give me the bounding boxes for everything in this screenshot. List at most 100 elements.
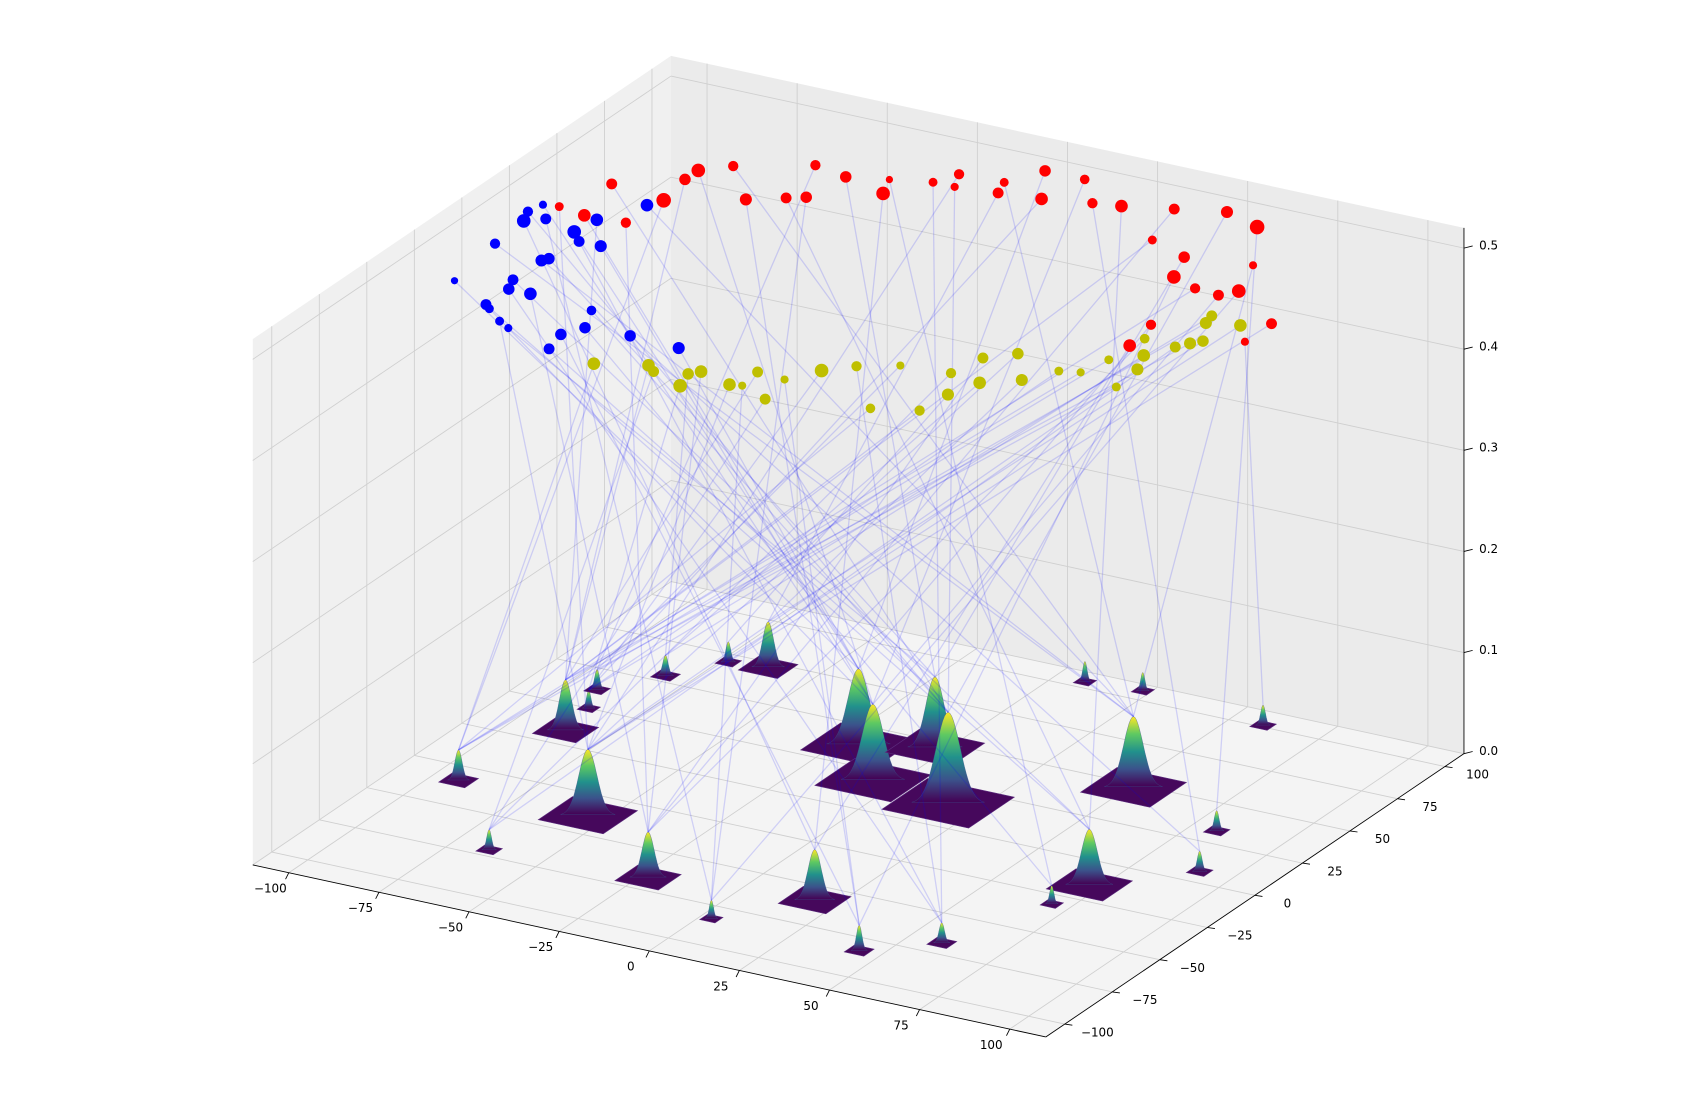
x-tick-label: −100 [254,882,287,896]
peak-surface [629,831,667,878]
z-grid-line [670,277,1465,451]
link-line [588,198,1043,691]
scatter-point [620,217,632,228]
link-line [947,186,956,713]
scatter-point [780,192,792,204]
link-line [664,373,689,656]
link-line [508,288,943,924]
peak-base [1130,686,1156,696]
link-line [710,290,1240,901]
scatter-point [554,202,564,211]
z-tick-label: 0.0 [1479,744,1498,758]
scatter-point [999,177,1009,187]
peak-surface [447,749,470,781]
z-grid-line [670,581,1465,755]
scatter-point [1087,198,1098,209]
scatter-point [691,163,706,178]
peaks [437,621,1278,957]
link-line [541,259,1134,718]
link-line [785,197,1090,830]
scatter-point [977,352,989,364]
link-line [494,243,1134,718]
z-tick [1463,245,1473,249]
z-grid-line [670,480,1465,653]
x-tick-label: −75 [348,901,373,915]
scatter-point [606,178,618,190]
peak-surface [481,829,497,850]
peak-surface [560,749,616,815]
link-line [647,208,1175,833]
peak-surface [751,621,785,667]
peak-surface [841,704,905,780]
link-line [678,347,860,670]
x-tick [645,950,650,958]
x-tick-label: −50 [438,921,463,935]
z-tick [1463,649,1473,653]
link-line [498,320,589,750]
peak-base [614,864,682,891]
scatter-point [814,363,829,378]
scatter-point [573,235,585,247]
peak-surface [589,669,605,690]
peak-base [537,796,639,835]
z-tick-label: 0.3 [1479,441,1498,455]
peak-base [1079,767,1188,808]
scatter-point [656,192,671,208]
scatter-point [914,405,925,416]
link-line [584,327,1053,887]
peak-surface [720,641,736,663]
link-line [548,258,936,678]
link-line [596,164,817,670]
link-line [587,173,960,750]
peak-base [1072,676,1098,687]
z-grid-line [670,75,1465,249]
link-line [1003,182,1135,717]
scatter-point [679,173,691,186]
peak-base [583,684,612,696]
scatter-point [865,403,876,414]
scatter-point [489,238,501,249]
y-tick [1254,894,1263,897]
peak-surface [547,679,584,731]
scatter-point [672,342,685,355]
link-line [814,193,884,850]
link-line [564,365,650,681]
link-line [583,215,860,670]
link-line [560,334,860,926]
link-line [587,368,1138,751]
link-line [872,294,1219,705]
y-grid-line [271,851,1065,1025]
scatter-point [945,367,957,379]
scatter-point [567,225,582,239]
z-tick-label: 0.2 [1479,542,1498,556]
peak-base [531,717,600,744]
peak-base [737,655,799,679]
scatter-point [682,368,694,380]
y-tick-label: −50 [1180,961,1205,975]
grid [252,63,1465,1030]
z-grid-line [252,75,672,360]
x-tick [735,970,740,978]
peak-surface [705,900,718,919]
link-line [578,241,943,924]
link-line [646,204,1134,718]
x-tick-label: −25 [528,940,553,954]
x-tick [375,892,380,899]
peak-surface [1136,672,1150,691]
scatter-point [1039,165,1051,177]
scatter-point [507,274,519,286]
link-line [488,308,874,705]
link-line [647,371,702,833]
y-tick [1444,766,1453,769]
y-tick-label: 0 [1284,896,1292,910]
peak-surface [1209,810,1224,831]
link-line [845,176,936,678]
scatter-point [1184,337,1197,350]
link-line [611,183,949,713]
peak-surface [1255,704,1271,726]
x-tick [555,931,560,939]
scatter-point [1139,333,1150,344]
peak-surface [794,849,835,900]
link-line [1216,226,1258,811]
